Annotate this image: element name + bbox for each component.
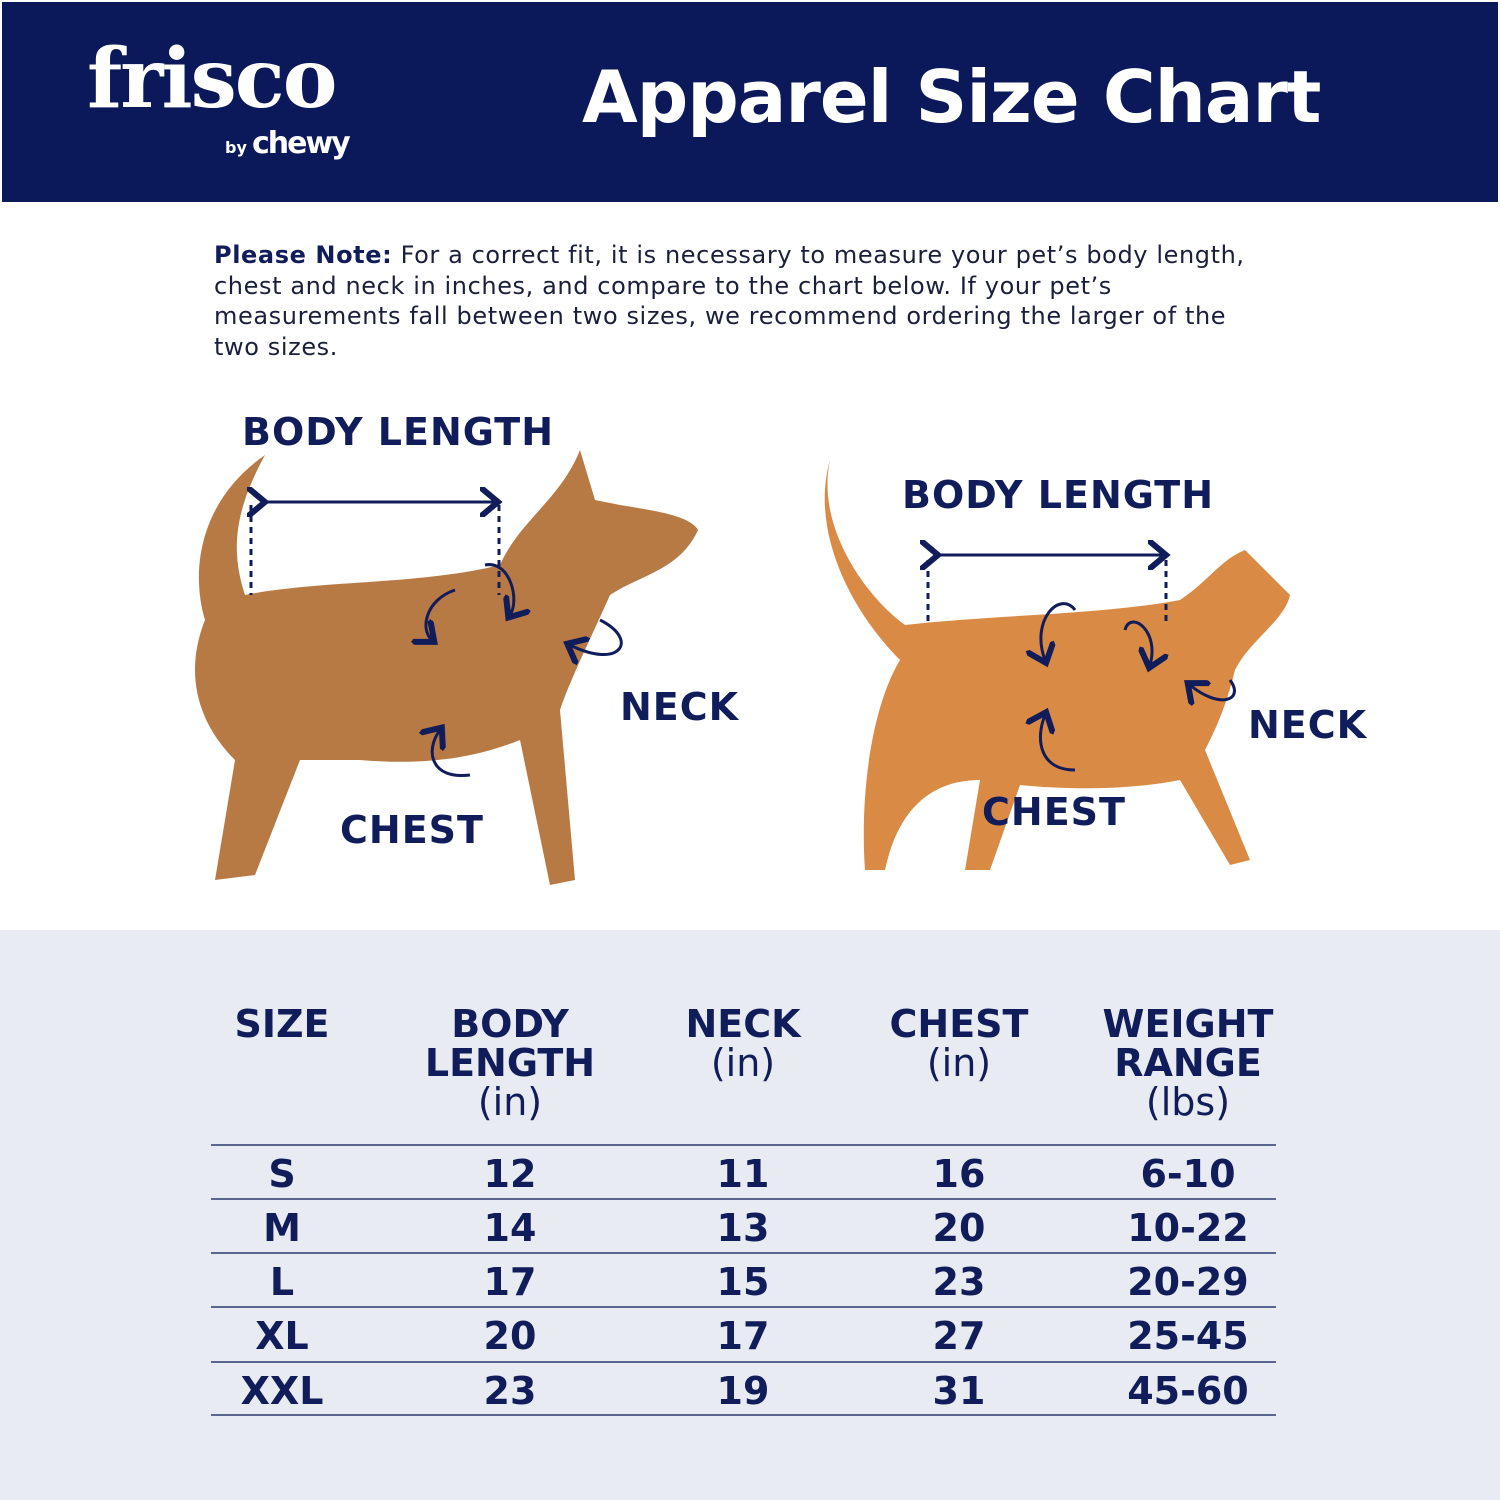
pets-drawing xyxy=(195,450,1290,885)
table-cell: S xyxy=(268,1152,296,1196)
table-bottom-rule xyxy=(211,1414,1276,1416)
table-row: XL 20 17 27 25-45 xyxy=(211,1306,1276,1360)
header-unit: (lbs) xyxy=(1145,1080,1231,1124)
header-title: WEIGHT RANGE xyxy=(1102,1002,1274,1085)
table-cell: 15 xyxy=(716,1260,770,1304)
table-cell: 23 xyxy=(483,1369,537,1413)
cat-chest-label: CHEST xyxy=(982,790,1126,834)
table-cell: 17 xyxy=(716,1314,770,1358)
frisco-logo: frisco by chewy xyxy=(87,31,351,161)
table-cell: M xyxy=(263,1206,301,1250)
cat-body-length-label: BODY LENGTH xyxy=(902,473,1215,517)
header-body-length: BODY LENGTH (in) xyxy=(410,1005,610,1122)
table-cell: 16 xyxy=(932,1152,986,1196)
measurement-arrows xyxy=(251,502,1236,777)
header-title: CHEST xyxy=(889,1002,1029,1046)
table-row: XXL 23 19 31 45-60 xyxy=(211,1361,1276,1415)
note-text: Please Note: For a correct fit, it is ne… xyxy=(214,240,1254,362)
pet-measurement-illustration: BODY LENGTH NECK CHEST BODY LENGTH NECK … xyxy=(0,380,1500,930)
table-cell: 19 xyxy=(716,1369,770,1413)
table-cell: 20 xyxy=(483,1314,537,1358)
brand-by: by xyxy=(225,138,247,157)
table-cell: 11 xyxy=(716,1152,770,1196)
dog-image xyxy=(195,450,698,885)
header-title: BODY LENGTH xyxy=(424,1002,596,1085)
size-table-section xyxy=(0,930,1500,1500)
table-row: S 12 11 16 6-10 xyxy=(211,1144,1276,1198)
table-cell: XXL xyxy=(240,1369,324,1413)
cat-image xyxy=(824,460,1290,870)
table-row: M 14 13 20 10-22 xyxy=(211,1198,1276,1252)
page-title: Apparel Size Chart xyxy=(582,55,1321,139)
header-chest: CHEST (in) xyxy=(839,1005,1079,1083)
table-cell: XL xyxy=(255,1314,309,1358)
table-cell: 10-22 xyxy=(1127,1206,1249,1250)
header-title: SIZE xyxy=(234,1002,330,1046)
dog-chest-label: CHEST xyxy=(340,808,484,852)
header-weight-range: WEIGHT RANGE (lbs) xyxy=(1093,1005,1283,1122)
table-cell: 13 xyxy=(716,1206,770,1250)
note-label: Please Note: xyxy=(214,241,393,269)
table-cell: 14 xyxy=(483,1206,537,1250)
brand-sub: by chewy xyxy=(225,126,351,161)
table-cell: 25-45 xyxy=(1127,1314,1249,1358)
dog-neck-label: NECK xyxy=(620,685,740,729)
dog-body-length-label: BODY LENGTH xyxy=(242,410,555,454)
table-row: L 17 15 23 20-29 xyxy=(211,1252,1276,1306)
table-cell: 12 xyxy=(483,1152,537,1196)
header-title: NECK xyxy=(685,1002,801,1046)
header-banner: frisco by chewy Apparel Size Chart xyxy=(2,2,1498,202)
note-body: For a correct fit, it is necessary to me… xyxy=(214,241,1245,361)
header-size: SIZE xyxy=(162,1005,402,1044)
table-cell: 20-29 xyxy=(1127,1260,1249,1304)
table-cell: L xyxy=(269,1260,295,1304)
table-cell: 31 xyxy=(932,1369,986,1413)
table-cell: 17 xyxy=(483,1260,537,1304)
table-cell: 27 xyxy=(932,1314,986,1358)
header-neck: NECK (in) xyxy=(623,1005,863,1083)
table-cell: 20 xyxy=(932,1206,986,1250)
cat-neck-label: NECK xyxy=(1248,703,1368,747)
header-unit: (in) xyxy=(926,1041,992,1085)
table-cell: 45-60 xyxy=(1127,1369,1249,1413)
brand-name: frisco xyxy=(87,31,337,127)
table-cell: 23 xyxy=(932,1260,986,1304)
header-unit: (in) xyxy=(477,1080,543,1124)
header-unit: (in) xyxy=(710,1041,776,1085)
table-cell: 6-10 xyxy=(1140,1152,1236,1196)
brand-chewy: chewy xyxy=(251,126,351,161)
